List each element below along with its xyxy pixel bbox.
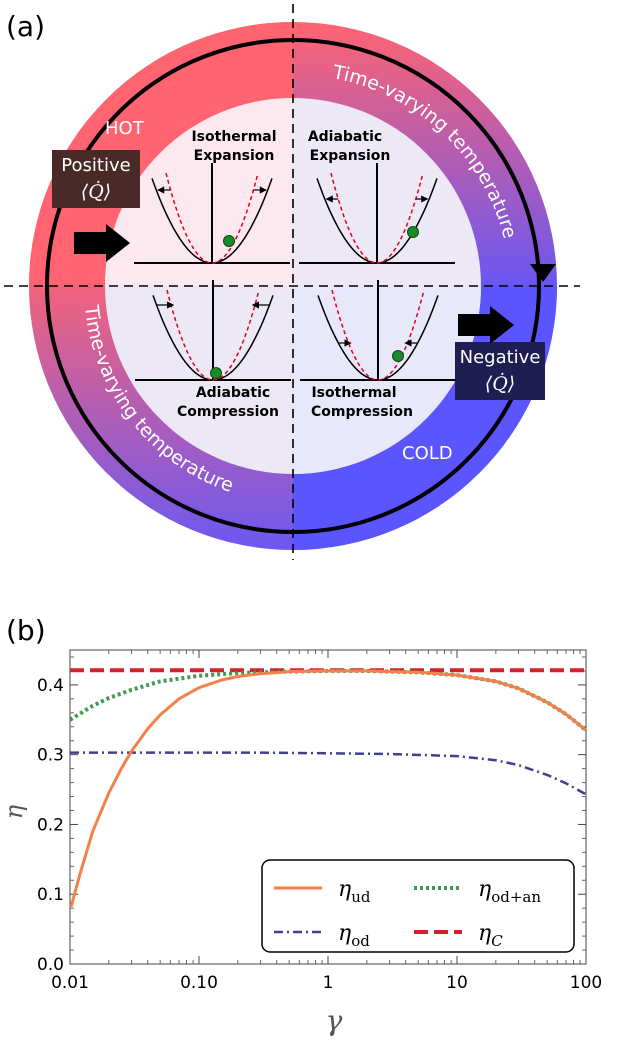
wide-potential-curve (151, 178, 273, 264)
potential-diagrams (134, 163, 456, 381)
label-isothermal-compression-1: Isothermal (311, 385, 396, 401)
hot-label: HOT (105, 118, 145, 139)
potential-well-adiabatic-expansion (299, 163, 455, 264)
cycle-arrowhead (530, 264, 556, 282)
particle (392, 350, 404, 362)
negative-heat-box: Negative ⟨Q̇⟩ (455, 342, 545, 400)
efficiency-chart: 0.01 0.10 1 10 100 0.0 0.1 0.2 0.3 0.4 γ η ηud ηod+an… (0, 649, 602, 1037)
x-axis-label: γ (326, 1004, 343, 1037)
y-tick-label: 0.0 (37, 955, 64, 975)
narrow-potential-curve (165, 172, 259, 264)
label-adiabatic-expansion-1: Adiabatic (308, 129, 382, 145)
particle (210, 367, 222, 379)
legend-box (261, 859, 575, 953)
cold-label: COLD (402, 443, 453, 464)
series-line-η_od+an (68, 668, 588, 732)
narrow-potential-curve (166, 289, 260, 381)
panel-b: (b) 0.01 0.10 1 10 100 0.0 0.1 0.2 0.3 0.4 γ η ηud ηo… (0, 614, 602, 1037)
positive-heat-box: Positive ⟨Q̇⟩ (52, 150, 140, 208)
panel-a: (a) Time-varying temperature Time-varyin… (4, 4, 580, 560)
positive-heat-symbol: ⟨Q̇⟩ (81, 181, 111, 203)
potential-well-isothermal-compression (300, 280, 456, 381)
label-adiabatic-compression-1: Adiabatic (196, 385, 270, 401)
wide-potential-curve (317, 295, 439, 381)
panel-a-label: (a) (6, 10, 45, 43)
series-line-η_od (70, 751, 587, 796)
negative-heat-symbol: ⟨Q̇⟩ (485, 373, 515, 395)
label-isothermal-expansion-2: Expansion (194, 148, 275, 164)
positive-label: Positive (61, 155, 130, 176)
label-adiabatic-expansion-2: Expansion (310, 148, 391, 164)
x-tick-label: 10 (446, 973, 468, 993)
wide-potential-curve (152, 295, 274, 381)
label-isothermal-compression-2: Compression (311, 404, 413, 420)
narrow-potential-curve (330, 172, 424, 264)
x-tick-label: 100 (570, 973, 602, 993)
y-axis-label: η (0, 804, 28, 819)
panel-b-label: (b) (6, 614, 46, 647)
label-adiabatic-compression-2: Compression (177, 404, 279, 420)
x-tick-label: 1 (323, 973, 334, 993)
y-tick-label: 0.3 (37, 746, 64, 766)
x-tick-label: 0.10 (180, 973, 218, 993)
heat-in-arrow (74, 224, 130, 262)
y-tick-label: 0.2 (37, 815, 64, 835)
heat-out-arrow (458, 306, 514, 344)
particle (407, 226, 419, 238)
label-isothermal-expansion-1: Isothermal (191, 129, 276, 145)
potential-well-isothermal-expansion (134, 163, 290, 264)
y-tick-label: 0.4 (37, 676, 64, 696)
negative-label: Negative (460, 347, 541, 368)
x-tick-label: 0.01 (51, 973, 89, 993)
series-line-η_ud (69, 669, 587, 908)
particle (223, 235, 235, 247)
wide-potential-curve (316, 178, 438, 264)
potential-well-adiabatic-compression (135, 280, 291, 381)
y-tick-label: 0.1 (37, 885, 64, 905)
